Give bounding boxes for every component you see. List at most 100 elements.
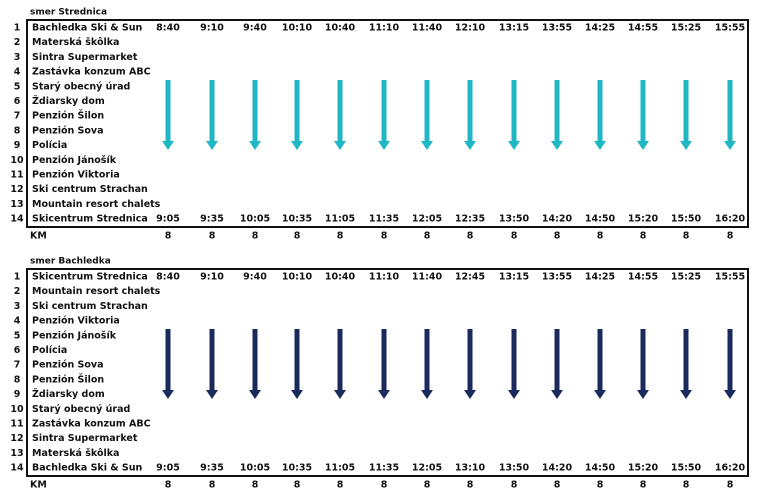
- arrival-time: 13:50: [499, 214, 530, 225]
- departure-time: 11:40: [412, 23, 443, 34]
- stop-number: 6: [14, 345, 21, 356]
- stop-number: 9: [14, 140, 21, 151]
- departure-time: 8:40: [156, 272, 180, 283]
- departure-time: 11:40: [412, 272, 443, 283]
- arrival-time: 13:50: [499, 463, 530, 474]
- km-value: 8: [381, 231, 388, 242]
- arrow-head: [724, 141, 736, 150]
- arrow-shaft: [209, 329, 215, 391]
- stop-name: Materská škôlka: [32, 37, 119, 48]
- stop-name: Sintra Supermarket: [32, 52, 138, 63]
- km-value: 8: [252, 480, 259, 491]
- stop-name: Starý obecný úrad: [32, 404, 130, 415]
- departure-time: 15:55: [715, 272, 745, 283]
- stop-name: Ždiarsky dom: [32, 388, 105, 400]
- arrival-time: 14:20: [542, 463, 573, 474]
- arrow-head: [334, 141, 346, 150]
- stop-number: 2: [14, 286, 21, 297]
- arrow-head: [206, 141, 218, 150]
- departure-time: 9:10: [200, 23, 224, 34]
- stop-name: Mountain resort chalets: [32, 199, 161, 210]
- arrow-shaft: [252, 80, 258, 142]
- stop-number: 8: [14, 125, 21, 136]
- km-label: KM: [30, 231, 47, 242]
- arrow-head: [637, 390, 649, 399]
- arrow-shaft: [640, 80, 646, 142]
- km-value: 8: [337, 480, 344, 491]
- km-value: 8: [640, 231, 647, 242]
- arrow-shaft: [252, 329, 258, 391]
- arrow-head: [206, 390, 218, 399]
- arrival-time: 14:50: [585, 214, 616, 225]
- stop-name: Penzión Sova: [32, 360, 104, 371]
- arrow-shaft: [597, 80, 603, 142]
- arrow-head: [249, 141, 261, 150]
- arrow-head: [291, 390, 303, 399]
- stop-name: Ski centrum Strachan: [32, 301, 148, 312]
- km-value: 8: [554, 480, 561, 491]
- arrow-head: [724, 390, 736, 399]
- arrival-time: 15:20: [628, 463, 659, 474]
- arrow-shaft: [165, 80, 171, 142]
- departure-time: 14:25: [585, 23, 615, 34]
- stop-name: Penzión Jánošík: [32, 155, 117, 166]
- arrow-head: [162, 390, 174, 399]
- departure-time: 14:25: [585, 272, 615, 283]
- arrow-shaft: [554, 329, 560, 391]
- stop-number: 13: [10, 199, 23, 210]
- km-value: 8: [727, 480, 734, 491]
- arrow-shaft: [554, 80, 560, 142]
- arrival-time: 15:50: [671, 463, 702, 474]
- arrival-time: 13:10: [455, 463, 486, 474]
- stop-number: 7: [14, 111, 21, 122]
- departure-time: 13:15: [499, 272, 529, 283]
- km-value: 8: [467, 231, 474, 242]
- km-value: 8: [424, 231, 431, 242]
- departure-time: 12:45: [455, 272, 485, 283]
- km-value: 8: [597, 480, 604, 491]
- km-value: 8: [165, 231, 172, 242]
- arrow-shaft: [381, 329, 387, 391]
- km-value: 8: [554, 231, 561, 242]
- stop-number: 11: [10, 170, 23, 181]
- arrow-shaft: [337, 80, 343, 142]
- stop-number: 3: [14, 52, 21, 63]
- arrow-shaft: [511, 329, 517, 391]
- arrival-time: 15:20: [628, 214, 659, 225]
- section-title: smer Strednica: [30, 8, 107, 18]
- arrow-head: [594, 390, 606, 399]
- arrow-shaft: [727, 80, 733, 142]
- stop-name: Skicentrum Strednica: [32, 272, 148, 283]
- stop-number: 2: [14, 37, 21, 48]
- arrow-shaft: [683, 329, 689, 391]
- km-value: 8: [209, 480, 216, 491]
- arrow-shaft: [209, 80, 215, 142]
- km-value: 8: [467, 480, 474, 491]
- stop-number: 14: [10, 463, 24, 474]
- departure-time: 10:40: [325, 23, 356, 34]
- arrival-time: 10:05: [240, 214, 270, 225]
- arrow-shaft: [337, 329, 343, 391]
- arrow-shaft: [381, 80, 387, 142]
- arrival-time: 14:50: [585, 463, 616, 474]
- stop-name: Bachledka Ski & Sun: [32, 23, 143, 34]
- arrival-time: 12:05: [412, 463, 442, 474]
- arrival-time: 10:35: [282, 463, 312, 474]
- km-label: KM: [30, 480, 47, 491]
- stop-name: Polícia: [32, 345, 67, 356]
- arrival-time: 9:05: [156, 463, 180, 474]
- km-value: 8: [252, 231, 259, 242]
- km-value: 8: [727, 231, 734, 242]
- departure-time: 10:10: [282, 23, 313, 34]
- stop-name: Skicentrum Strednica: [32, 214, 148, 225]
- departure-time: 9:40: [243, 272, 267, 283]
- stop-name: Ždiarsky dom: [32, 95, 105, 107]
- arrow-shaft: [424, 80, 430, 142]
- stop-name: Bachledka Ski & Sun: [32, 463, 143, 474]
- arrow-shaft: [294, 329, 300, 391]
- km-value: 8: [337, 231, 344, 242]
- arrival-time: 11:35: [369, 214, 399, 225]
- arrival-time: 16:20: [715, 214, 746, 225]
- stop-number: 3: [14, 301, 21, 312]
